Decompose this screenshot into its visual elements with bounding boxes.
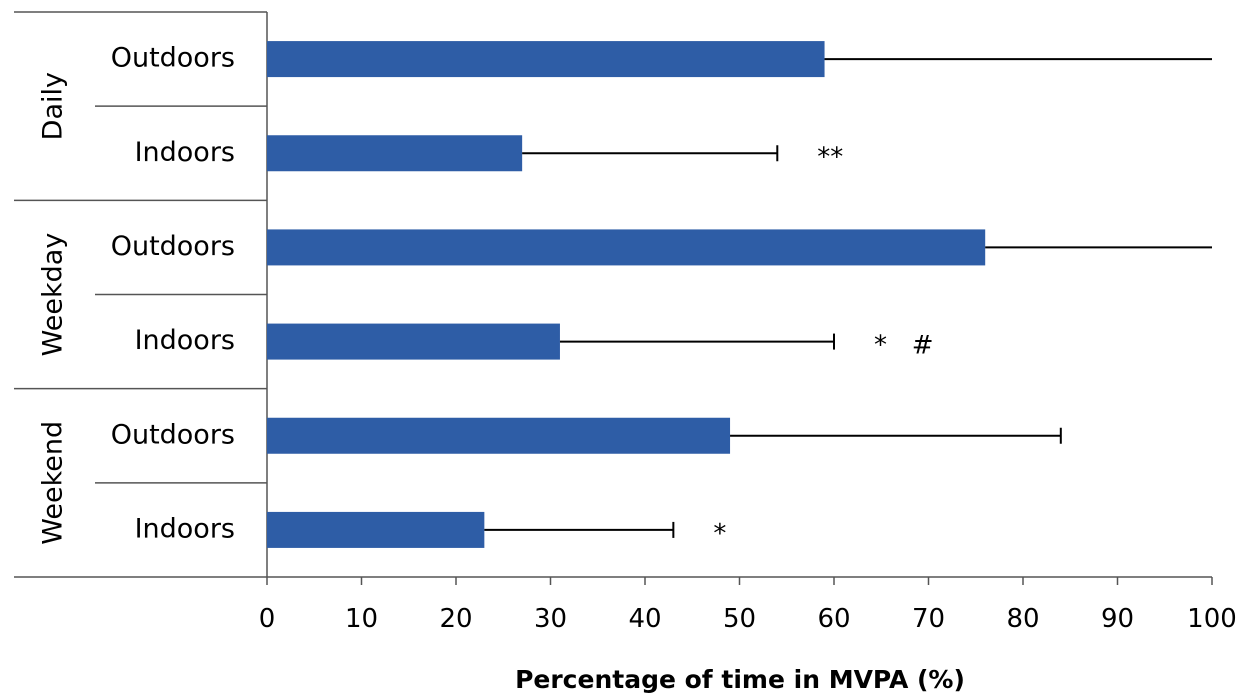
category-label: Outdoors — [111, 419, 235, 450]
category-label: Indoors — [135, 137, 235, 168]
x-tick-label: 60 — [817, 604, 850, 634]
x-tick-label: 10 — [345, 604, 378, 634]
chart-frame — [14, 11, 268, 578]
x-tick-label: 40 — [628, 604, 661, 634]
x-tick-label: 0 — [259, 604, 276, 634]
bar — [267, 135, 523, 172]
x-tick-label: 70 — [912, 604, 945, 634]
group-label: Weekend — [38, 421, 69, 545]
x-axis: 0 10 20 30 40 50 60 70 80 90 100 — [259, 576, 1237, 634]
labels-layer: Daily Outdoors Indoors ** Weekday Outdoors Ind… — [38, 43, 934, 549]
x-tick-label: 30 — [534, 604, 567, 634]
significance-annotation: * — [713, 519, 726, 549]
x-axis-title: Percentage of time in MVPA (%) — [515, 665, 965, 694]
x-tick-label: 90 — [1101, 604, 1134, 634]
x-tick-label: 20 — [439, 604, 472, 634]
bar — [267, 417, 731, 454]
bars-layer — [267, 41, 1212, 548]
bar — [267, 229, 986, 266]
x-tick-label: 50 — [723, 604, 756, 634]
category-label: Indoors — [135, 513, 235, 544]
category-label: Indoors — [135, 325, 235, 356]
bar — [267, 41, 825, 78]
x-tick-label: 100 — [1187, 604, 1237, 634]
group-label: Daily — [38, 72, 69, 140]
category-label: Outdoors — [111, 231, 235, 262]
group-label: Weekday — [38, 233, 69, 357]
bar — [267, 323, 560, 360]
category-label: Outdoors — [111, 43, 235, 74]
significance-annotation: ** — [817, 142, 843, 172]
bar — [267, 511, 485, 548]
significance-annotation: * # — [874, 331, 934, 361]
x-tick-label: 80 — [1006, 604, 1039, 634]
